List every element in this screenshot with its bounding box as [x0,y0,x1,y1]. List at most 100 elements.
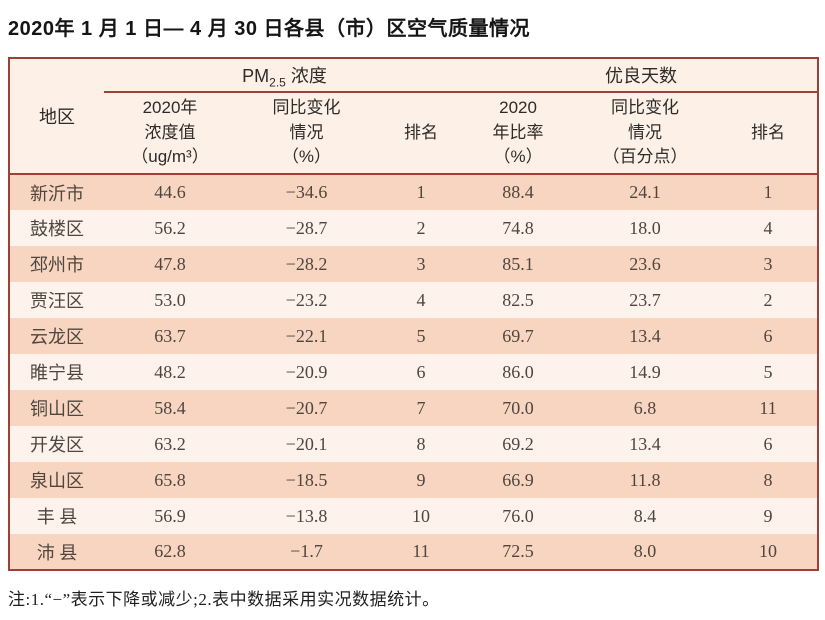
pm-rank-cell: 3 [416,253,426,274]
good-change-cell: 18.0 [629,217,661,238]
good-change-cell: 13.4 [629,325,661,346]
pm-value-cell: 56.9 [154,505,186,526]
pm-value-cell: 62.8 [154,541,186,561]
pm-rank-cell: 9 [416,469,426,490]
good-change-cell: 8.0 [633,541,657,561]
pm-value-cell: 63.7 [154,325,186,346]
pm-value-cell: 58.4 [154,397,186,418]
good-rank-cell: 1 [763,182,773,202]
header-pm-change: 同比变化 情况 （%） [236,92,377,175]
table-row: 泉山区 65.8 −18.5 9 66.9 11.8 8 [9,462,819,498]
pm-change-cell: −34.6 [285,182,328,202]
header-group-row: 地区 PM2.5 浓度 优良天数 [9,58,819,175]
pm-rank-cell: 2 [416,217,426,238]
region-cell: 睢宁县 [30,363,84,383]
pm-change-cell: −1.7 [290,541,323,561]
header-good-change: 同比变化 情况 （百分点） [571,92,720,175]
good-rate-cell: 66.9 [502,469,534,490]
table-row: 云龙区 63.7 −22.1 5 69.7 13.4 6 [9,318,819,354]
pm-value-cell: 63.2 [154,433,186,454]
good-rank-cell: 2 [763,289,773,310]
region-cell: 铜山区 [30,399,84,419]
good-rank-cell: 11 [759,397,777,418]
pm-change-cell: −18.5 [285,469,328,490]
pm-value-cell: 47.8 [154,253,186,274]
good-change-cell: 6.8 [633,397,657,418]
region-cell: 邳州市 [30,255,84,275]
pm-rank-cell: 4 [416,289,426,310]
region-cell: 沛 县 [36,542,78,563]
pm-change-cell: −23.2 [285,289,328,310]
table-row: 沛 县 62.8 −1.7 11 72.5 8.0 10 [9,534,819,570]
footnote: 注:1.“−”表示下降或减少;2.表中数据采用实况数据统计。 [8,590,440,609]
good-change-cell: 13.4 [629,433,661,454]
table-header: 地区 PM2.5 浓度 优良天数 2020年 浓度值 （ug/m³） 同比变化 … [9,58,819,175]
good-rank-cell: 6 [763,433,773,454]
good-change-cell: 14.9 [629,361,661,382]
good-rate-cell: 74.8 [502,217,534,238]
region-cell: 丰 县 [36,507,78,527]
pm-rank-cell: 10 [412,505,431,526]
pm-value-cell: 53.0 [154,289,186,310]
good-rank-cell: 5 [763,361,773,382]
good-change-cell: 24.1 [629,182,661,202]
header-pm-value: 2020年 浓度值 （ug/m³） [104,92,236,175]
pm-value-cell: 48.2 [154,361,186,382]
pm-rank-cell: 6 [416,361,426,382]
pm-change-cell: −20.7 [285,397,328,418]
air-quality-table: 地区 PM2.5 浓度 优良天数 2020年 浓度值 （ug/m³） 同比变化 … [8,57,820,571]
region-cell: 新沂市 [30,183,84,204]
good-rank-cell: 10 [759,541,778,561]
good-rate-cell: 69.2 [502,433,534,454]
pm25-subscript: 2.5 [269,75,286,90]
region-cell: 贾汪区 [30,291,84,311]
good-rank-cell: 6 [763,325,773,346]
pm-change-cell: −13.8 [285,505,328,526]
good-change-cell: 8.4 [633,505,657,526]
pm-change-cell: −28.7 [285,217,328,238]
good-rank-cell: 4 [763,217,773,238]
good-rate-cell: 70.0 [502,397,534,418]
region-cell: 云龙区 [30,327,84,347]
good-rate-cell: 85.1 [502,253,534,274]
region-cell: 泉山区 [30,471,84,491]
pm-change-cell: −28.2 [285,253,328,274]
good-rate-cell: 76.0 [502,505,534,526]
pm-rank-cell: 5 [416,325,426,346]
table-row: 邳州市 47.8 −28.2 3 85.1 23.6 3 [9,246,819,282]
table-row: 铜山区 58.4 −20.7 7 70.0 6.8 11 [9,390,819,426]
table-row: 鼓楼区 56.2 −28.7 2 74.8 18.0 4 [9,210,819,246]
pm-change-cell: −20.1 [285,433,328,454]
good-rate-cell: 69.7 [502,325,534,346]
pm-rank-cell: 8 [416,433,426,454]
header-group-pm25: PM2.5 浓度 [104,58,466,93]
good-rate-cell: 88.4 [502,182,534,202]
pm-rank-cell: 1 [416,182,426,202]
good-rank-cell: 9 [763,505,773,526]
header-good-rank: 排名 [719,92,819,175]
page-title: 2020年 1 月 1 日— 4 月 30 日各县（市）区空气质量情况 [8,18,531,40]
good-rate-cell: 82.5 [502,289,534,310]
header-group-good-days: 优良天数 [465,58,819,93]
header-good-rate: 2020 年比率 （%） [465,92,572,175]
header-sub-row: 2020年 浓度值 （ug/m³） 同比变化 情况 （%） 排名 2020 年比… [9,92,819,175]
header-pm-rank: 排名 [377,92,466,175]
pm-change-cell: −22.1 [285,325,328,346]
table-body: 新沂市 44.6 −34.6 1 88.4 24.1 1 鼓楼区 56.2 −28.7 2 74.8 1… [9,174,819,570]
pm-value-cell: 56.2 [154,217,186,238]
pm-value-cell: 65.8 [154,469,186,490]
pm-value-cell: 44.6 [154,182,186,202]
good-change-cell: 23.6 [629,253,661,274]
good-rank-cell: 3 [763,253,773,274]
table-row: 开发区 63.2 −20.1 8 69.2 13.4 6 [9,426,819,462]
pm25-label-suffix: 浓度 [285,66,327,86]
table-row: 睢宁县 48.2 −20.9 6 86.0 14.9 5 [9,354,819,390]
pm-rank-cell: 7 [416,397,426,418]
good-rate-cell: 86.0 [502,361,534,382]
header-region: 地区 [9,58,104,175]
pm-change-cell: −20.9 [285,361,328,382]
good-change-cell: 11.8 [629,469,661,490]
region-cell: 鼓楼区 [30,219,84,239]
region-cell: 开发区 [30,435,84,455]
